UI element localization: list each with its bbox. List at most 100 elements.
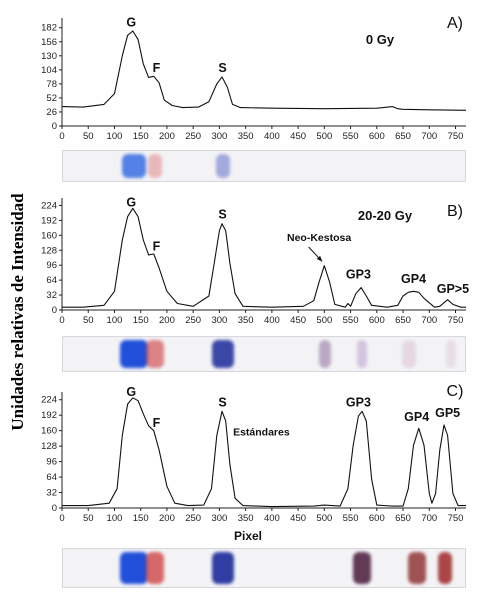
x-tick-label: 150 [133, 513, 149, 524]
y-tick-label: 192 [41, 410, 57, 421]
x-tick-label: 350 [238, 131, 254, 142]
x-tick-label: 400 [264, 513, 280, 524]
x-tick-label: 250 [185, 131, 201, 142]
y-tick-label: 0 [52, 305, 57, 316]
peak-label: S [218, 208, 226, 222]
peak-label: GP>5 [437, 282, 469, 296]
x-tick-label: 150 [133, 131, 149, 142]
condition-label: 0 Gy [366, 32, 395, 47]
peak-label: F [153, 416, 161, 430]
x-tick-label: 600 [369, 513, 385, 524]
x-tick-label: 550 [343, 315, 359, 326]
gel-band [119, 340, 148, 368]
x-tick-label: 450 [290, 513, 306, 524]
y-tick-label: 26 [46, 107, 57, 118]
gel-band [319, 340, 332, 368]
x-tick-label: 650 [395, 131, 411, 142]
y-tick-label: 160 [41, 426, 57, 437]
x-tick-label: 50 [83, 315, 94, 326]
panel-label: B) [447, 203, 463, 220]
peak-label: GP3 [346, 396, 371, 410]
x-tick-label: 600 [369, 131, 385, 142]
gel-strip-a [62, 150, 466, 182]
gel-band [402, 340, 417, 368]
x-tick-label: 500 [316, 315, 332, 326]
x-tick-label: 600 [369, 315, 385, 326]
x-tick-label: 550 [343, 513, 359, 524]
peak-label: S [218, 61, 226, 75]
y-tick-label: 130 [41, 51, 57, 62]
y-tick-label: 96 [46, 457, 57, 468]
condition-label: 20-20 Gy [358, 208, 413, 223]
y-tick-label: 156 [41, 37, 57, 48]
x-tick-label: 750 [448, 315, 464, 326]
gel-band [145, 340, 164, 368]
y-tick-label: 64 [46, 472, 57, 483]
peak-label: G [126, 385, 136, 399]
peak-label: Neo-Kestosa [287, 232, 351, 244]
x-tick-label: 750 [448, 513, 464, 524]
x-tick-label: 200 [159, 315, 175, 326]
x-tick-label: 700 [421, 513, 437, 524]
x-tick-label: 500 [316, 131, 332, 142]
x-tick-label: 50 [83, 131, 94, 142]
y-tick-label: 52 [46, 93, 57, 104]
x-tick-label: 0 [59, 513, 64, 524]
y-tick-label: 0 [52, 503, 57, 514]
x-tick-label: 300 [211, 315, 227, 326]
peak-label: S [218, 396, 226, 410]
x-tick-label: 700 [421, 315, 437, 326]
gel-band [446, 340, 457, 368]
x-tick-label: 250 [185, 513, 201, 524]
gel-band [437, 552, 452, 584]
gel-band [121, 154, 146, 178]
peak-label: G [126, 16, 136, 30]
peak-label: F [153, 239, 161, 253]
x-tick-label: 100 [107, 513, 123, 524]
y-tick-label: 0 [52, 121, 57, 132]
peak-label: GP3 [346, 267, 371, 281]
x-tick-label: 300 [211, 513, 227, 524]
x-tick-label: 350 [238, 513, 254, 524]
panel-label: A) [447, 15, 463, 32]
x-tick-label: 650 [395, 513, 411, 524]
gel-strip-c [62, 548, 466, 588]
x-tick-label: 450 [290, 315, 306, 326]
y-tick-label: 128 [41, 441, 57, 452]
intensity-line [62, 397, 466, 508]
x-tick-label: 350 [238, 315, 254, 326]
x-tick-label: 450 [290, 131, 306, 142]
peak-label: Estándares [233, 427, 290, 439]
x-tick-label: 150 [133, 315, 149, 326]
gel-band [212, 552, 235, 584]
gel-band [119, 552, 148, 584]
y-tick-label: 224 [41, 200, 57, 211]
x-tick-label: 100 [107, 131, 123, 142]
peak-label: G [126, 195, 136, 209]
y-tick-label: 32 [46, 488, 57, 499]
x-tick-label: 700 [421, 131, 437, 142]
panel-label: C) [447, 383, 464, 400]
x-tick-label: 100 [107, 315, 123, 326]
x-tick-label: 750 [448, 131, 464, 142]
x-tick-label: 300 [211, 131, 227, 142]
intensity-line [61, 30, 467, 111]
gel-band [147, 154, 162, 178]
y-tick-label: 182 [41, 23, 57, 34]
x-tick-label: 550 [343, 131, 359, 142]
y-tick-label: 64 [46, 275, 57, 286]
y-tick-label: 224 [41, 395, 57, 406]
x-tick-label: 650 [395, 315, 411, 326]
gel-band [408, 552, 427, 584]
x-tick-label: 500 [316, 513, 332, 524]
peak-label: GP4 [404, 410, 429, 424]
x-axis-label: Pixel [234, 529, 262, 543]
gel-band [353, 552, 372, 584]
x-tick-label: 250 [185, 315, 201, 326]
intensity-line [62, 207, 466, 308]
gel-band [145, 552, 164, 584]
peak-label: GP4 [401, 272, 426, 286]
x-tick-label: 400 [264, 315, 280, 326]
x-tick-label: 0 [59, 315, 64, 326]
